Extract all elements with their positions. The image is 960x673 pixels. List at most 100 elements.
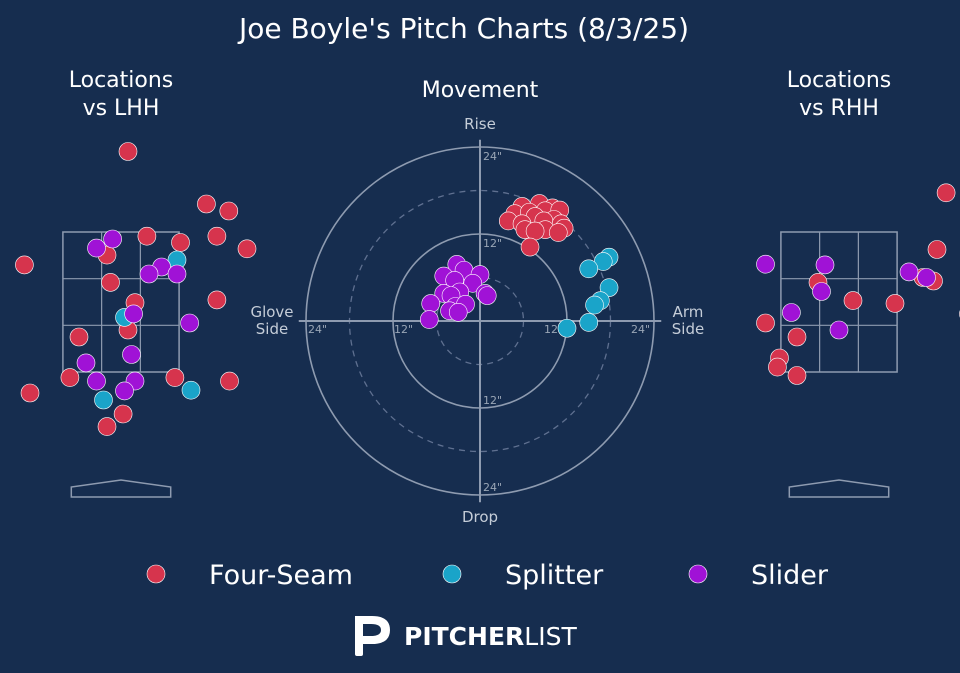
pitch-point-slider [899, 262, 919, 282]
movement-point-splitter [599, 278, 619, 297]
movement-point-slider [477, 286, 497, 305]
pitch-point-four-seam [768, 357, 787, 377]
pitch-point-four-seam [220, 371, 239, 391]
movement-label-arm-1: Arm [673, 303, 704, 321]
pitch-point-slider [756, 254, 775, 274]
home-plate-outline [788, 479, 890, 498]
legend-label-four-seam: Four-Seam [209, 560, 353, 591]
lhh-home-plate [70, 479, 172, 498]
legend-label-splitter: Splitter [505, 560, 604, 591]
lhh-title-line2: vs LHH [83, 96, 160, 121]
pitch-point-four-seam [885, 294, 905, 313]
home-plate-outline [70, 479, 172, 498]
pitch-point-four-seam [207, 226, 227, 246]
pitch-point-slider [180, 313, 199, 333]
pitch-point-four-seam [843, 291, 863, 310]
ring-label-bottom-12: 12" [483, 394, 502, 407]
rhh-strike-zone [780, 231, 898, 373]
strike-zone-border [780, 231, 898, 373]
lhh-strike-zone [62, 231, 180, 373]
pitch-point-slider [115, 381, 134, 401]
pitch-point-slider [812, 282, 831, 301]
pitch-point-four-seam [171, 233, 190, 252]
pitch-point-four-seam [936, 183, 956, 203]
movement-point-slider [448, 302, 468, 322]
movement-point-splitter [579, 313, 599, 332]
chart-title: Joe Boyle's Pitch Charts (8/3/25) [237, 12, 689, 45]
pitch-point-four-seam [237, 239, 257, 259]
pitch-point-splitter [94, 390, 113, 410]
pitch-point-slider [829, 320, 849, 340]
lhh-panel: Locations vs LHH [15, 68, 257, 498]
pitch-point-four-seam [165, 368, 185, 387]
movement-point-splitter [585, 295, 604, 315]
brand-text-bold: PITCHER [404, 622, 524, 651]
ring-label-top-24: 24" [483, 150, 502, 163]
pitch-point-four-seam [787, 366, 807, 385]
movement-point-four-seam [520, 237, 540, 257]
rhh-pitch-points [756, 183, 960, 385]
movement-title: Movement [422, 78, 539, 103]
pitch-point-four-seam [101, 273, 120, 292]
pitch-point-four-seam [20, 383, 40, 403]
pitch-point-four-seam [137, 226, 157, 246]
legend-label-slider: Slider [751, 560, 829, 591]
pitch-point-slider [122, 345, 141, 364]
ring-label-bottom-24: 24" [483, 481, 502, 494]
pitch-point-slider [124, 304, 143, 324]
pitch-point-four-seam [97, 417, 117, 436]
pitch-point-slider [782, 303, 801, 322]
pitch-point-four-seam [60, 368, 80, 387]
rhh-title-line1: Locations [787, 68, 892, 93]
rhh-panel: Locations vs RHH [756, 68, 960, 498]
legend-marker-splitter [442, 564, 462, 584]
pitcherlist-logo-icon [355, 616, 390, 656]
rhh-title-line2: vs RHH [799, 96, 879, 121]
pitch-point-four-seam [113, 404, 133, 424]
movement-point-slider [463, 273, 483, 293]
rhh-home-plate [788, 479, 890, 498]
legend: Four-Seam Splitter Slider [146, 560, 829, 591]
legend-marker-four-seam [146, 564, 166, 584]
pitch-point-four-seam [69, 327, 89, 347]
pitch-point-four-seam [118, 142, 138, 161]
movement-grid [298, 139, 662, 503]
movement-pitch-points [419, 194, 619, 338]
legend-marker-slider [688, 564, 708, 584]
movement-label-glove-2: Side [256, 320, 288, 338]
movement-label-drop: Drop [462, 508, 498, 526]
pitch-point-four-seam [207, 290, 227, 310]
pitch-point-four-seam [756, 313, 775, 333]
movement-point-four-seam [548, 223, 568, 242]
strike-zone-border [62, 231, 180, 373]
pitch-point-four-seam [927, 240, 947, 259]
pitch-point-slider [917, 268, 936, 287]
pitch-point-slider [139, 264, 159, 284]
movement-point-splitter [557, 318, 577, 338]
movement-point-splitter [579, 259, 599, 279]
movement-label-glove-1: Glove [250, 303, 293, 321]
ring-label-right-24: 24" [631, 323, 650, 336]
pitch-point-slider [87, 238, 106, 258]
pitch-point-slider [167, 264, 187, 284]
pitch-point-four-seam [15, 255, 34, 275]
movement-panel: Movement Rise Drop Glove Side Arm Side 2… [250, 78, 704, 526]
movement-point-slider [421, 294, 441, 313]
pitch-point-slider [103, 229, 122, 249]
movement-point-slider [419, 310, 439, 329]
pitch-point-slider [815, 255, 835, 275]
pitch-point-slider [87, 371, 106, 391]
lhh-title-line1: Locations [69, 68, 174, 93]
ring-label-left-24: 24" [308, 323, 327, 336]
brand-text-light: LIST [524, 622, 577, 651]
ring-label-left-12: 12" [394, 323, 413, 336]
pitch-point-four-seam [787, 327, 807, 347]
movement-label-arm-2: Side [672, 320, 704, 338]
lhh-pitch-points [15, 142, 257, 436]
movement-label-rise: Rise [464, 115, 496, 133]
pitch-point-four-seam [197, 194, 216, 214]
ring-label-top-12: 12" [483, 237, 502, 250]
pitch-point-four-seam [219, 201, 239, 221]
pitcherlist-brand: PITCHERLIST [355, 616, 577, 656]
